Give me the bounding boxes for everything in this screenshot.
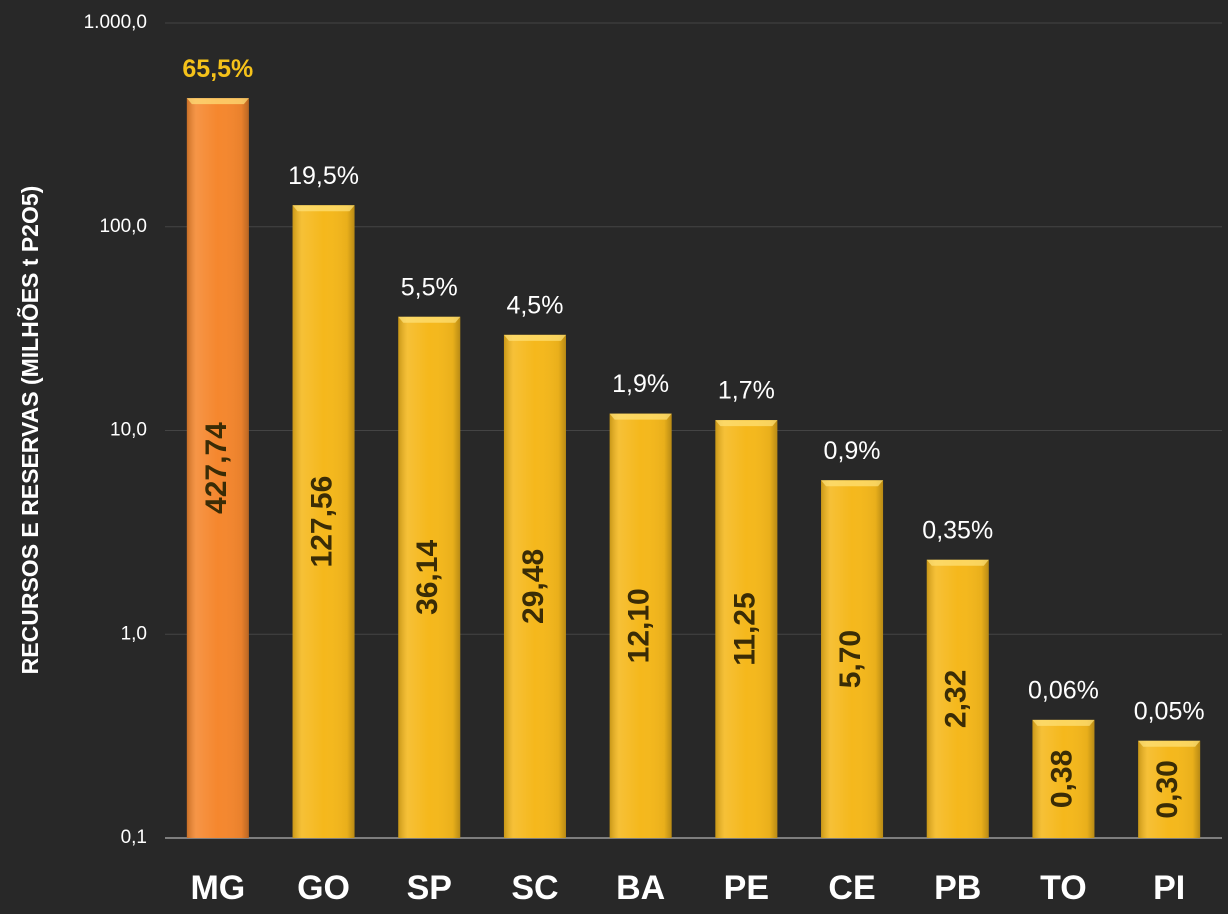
x-tick-label: BA xyxy=(616,869,665,907)
share-label: 19,5% xyxy=(288,162,359,190)
bar-bevel xyxy=(609,413,672,420)
value-label: 0,38 xyxy=(1045,750,1078,808)
share-label: 0,35% xyxy=(922,516,993,544)
value-label: 12,10 xyxy=(623,588,656,663)
bar-bevel xyxy=(1138,740,1201,747)
y-tick-label: 10,0 xyxy=(110,420,147,441)
bar-shade xyxy=(1138,740,1201,838)
value-label: 29,48 xyxy=(517,549,550,624)
x-tick-label: SC xyxy=(511,869,558,907)
bar-shade xyxy=(292,205,355,838)
bar-bevel xyxy=(821,480,884,487)
bar-bevel xyxy=(926,559,989,566)
bar-bevel xyxy=(292,205,355,212)
value-label: 427,74 xyxy=(200,422,233,514)
value-label: 2,32 xyxy=(940,670,973,728)
bar-shade xyxy=(926,559,989,838)
share-label: 0,06% xyxy=(1028,676,1099,704)
y-axis-title: RECURSOS E RESERVAS (MILHÕES t P2O5) xyxy=(16,186,43,675)
bar-bevel xyxy=(1032,719,1095,726)
value-label: 0,30 xyxy=(1151,760,1184,818)
share-label: 5,5% xyxy=(401,273,458,301)
value-label: 36,14 xyxy=(411,540,444,615)
x-tick-label: CE xyxy=(828,869,875,907)
x-tick-label: PI xyxy=(1153,869,1185,907)
bar-shade xyxy=(186,98,249,839)
y-tick-label: 100,0 xyxy=(99,216,147,237)
share-label: 1,9% xyxy=(612,370,669,398)
value-label: 11,25 xyxy=(728,592,761,665)
share-label: 0,9% xyxy=(824,437,881,465)
y-tick-label: 1.000,0 xyxy=(84,12,147,33)
bar-shade xyxy=(503,334,566,838)
bar-bevel xyxy=(186,98,249,105)
x-tick-label: SP xyxy=(407,869,452,907)
share-label: 0,05% xyxy=(1134,697,1205,725)
bar-shade xyxy=(1032,719,1095,838)
bar-shade xyxy=(715,420,778,838)
share-label: 1,7% xyxy=(718,377,775,405)
bar-shade xyxy=(821,480,884,838)
bar-shade xyxy=(609,413,672,838)
bar-bevel xyxy=(715,420,778,427)
bar-bevel xyxy=(503,334,566,341)
x-tick-label: PB xyxy=(934,869,981,907)
share-label: 65,5% xyxy=(182,55,253,83)
x-tick-label: PE xyxy=(724,869,769,907)
x-tick-label: MG xyxy=(190,869,245,907)
x-tick-label: GO xyxy=(297,869,350,907)
share-label: 4,5% xyxy=(506,291,563,319)
value-label: 127,56 xyxy=(305,476,338,568)
value-label: 5,70 xyxy=(834,630,867,688)
bar-shade xyxy=(398,316,461,838)
bar-bevel xyxy=(398,316,461,323)
y-tick-label: 0,1 xyxy=(121,827,147,848)
y-tick-label: 1,0 xyxy=(121,623,147,644)
x-tick-label: TO xyxy=(1040,869,1087,907)
